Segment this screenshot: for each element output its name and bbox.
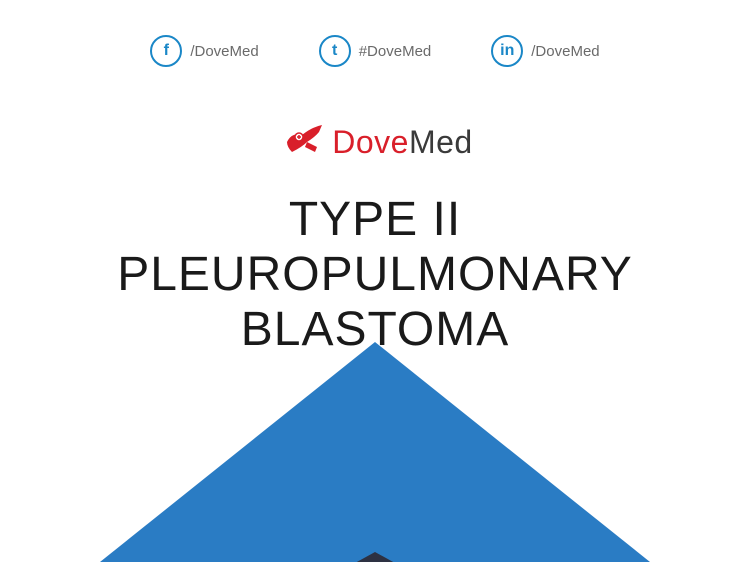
- facebook-icon: f: [150, 35, 182, 67]
- facebook-glyph: f: [164, 42, 169, 60]
- dove-icon: [277, 117, 327, 167]
- triangle-dark-shape: [175, 552, 575, 562]
- logo-text: DoveMed: [332, 124, 472, 161]
- linkedin-glyph: in: [500, 42, 514, 60]
- title-line-1: TYPE II PLEUROPULMONARY: [40, 192, 710, 302]
- twitter-icon: t: [319, 35, 351, 67]
- twitter-glyph: t: [332, 42, 337, 60]
- linkedin-icon: in: [491, 35, 523, 67]
- social-item-facebook[interactable]: f /DoveMed: [150, 35, 258, 67]
- title-section: TYPE II PLEUROPULMONARY BLASTOMA: [0, 192, 750, 358]
- logo-container: DoveMed: [277, 117, 472, 167]
- social-item-twitter[interactable]: t #DoveMed: [319, 35, 432, 67]
- social-bar: f /DoveMed t #DoveMed in /DoveMed: [0, 0, 750, 87]
- logo-section: DoveMed: [0, 117, 750, 167]
- facebook-text: /DoveMed: [190, 43, 258, 60]
- page-title: TYPE II PLEUROPULMONARY BLASTOMA: [40, 192, 710, 358]
- logo-dove-text: Dove: [332, 124, 409, 160]
- logo-med-text: Med: [409, 124, 473, 160]
- twitter-text: #DoveMed: [359, 43, 432, 60]
- social-item-linkedin[interactable]: in /DoveMed: [491, 35, 599, 67]
- linkedin-text: /DoveMed: [531, 43, 599, 60]
- triangle-blue-shape: [0, 342, 750, 562]
- bottom-decoration: [0, 342, 750, 562]
